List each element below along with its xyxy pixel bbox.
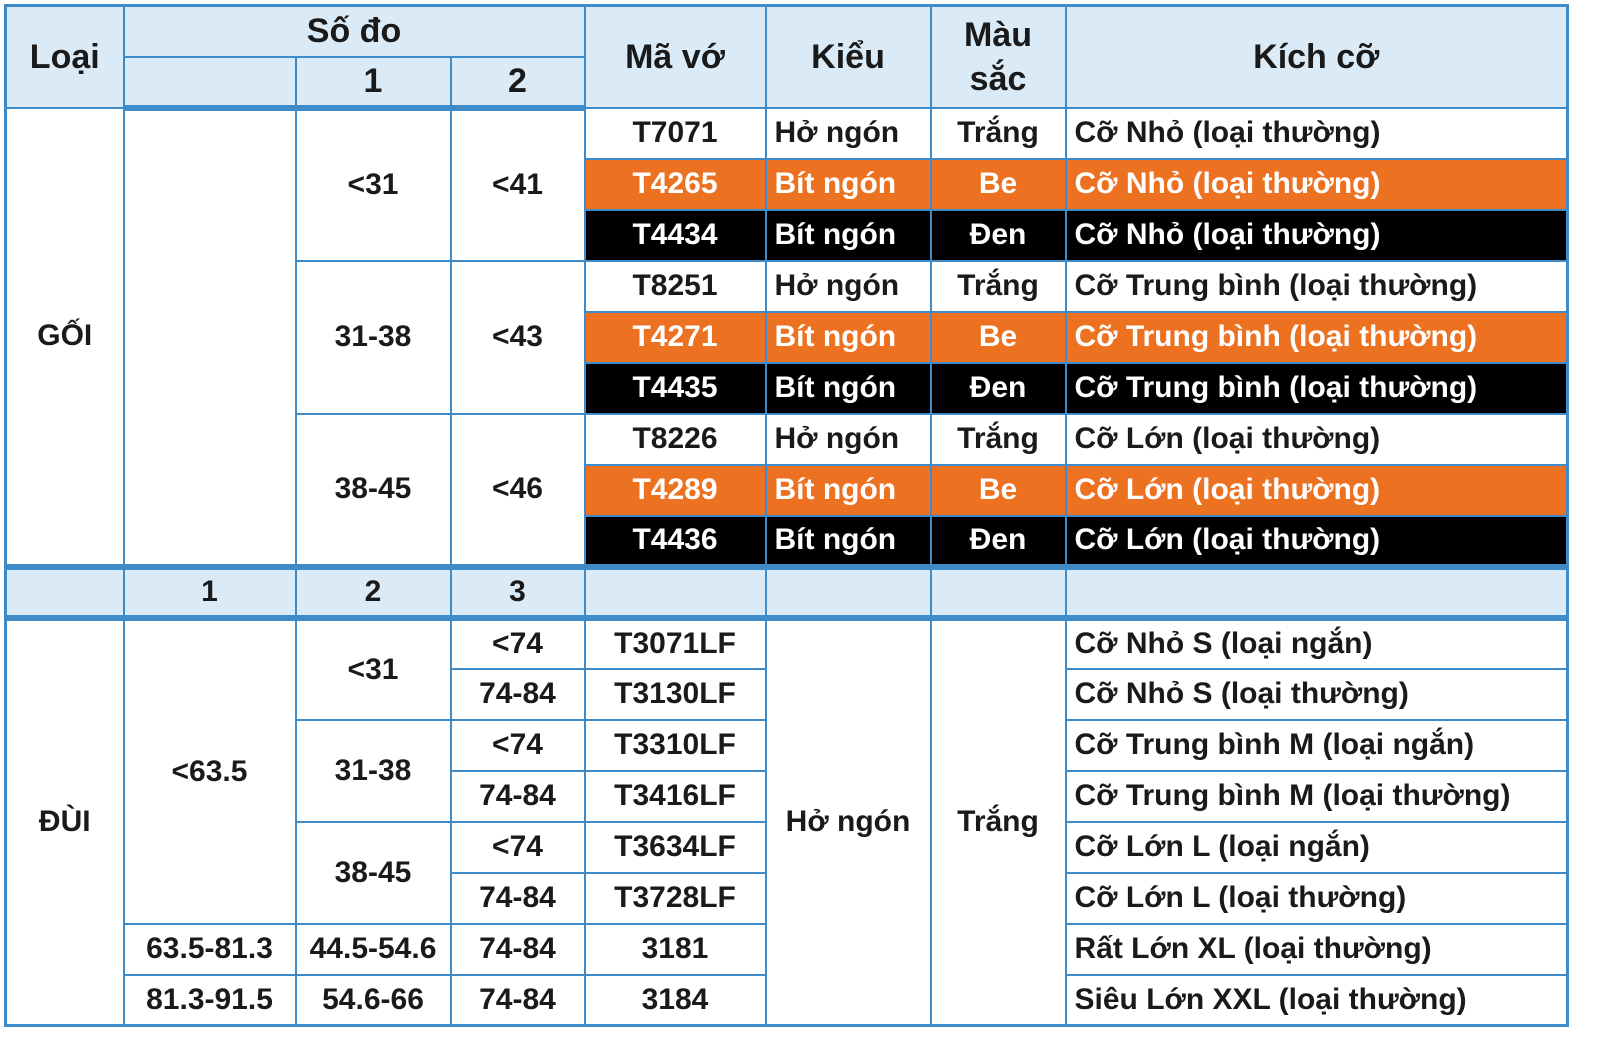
dui-m3: 74-84 bbox=[449, 667, 586, 721]
sock-size: Cỡ Lớn L (loại thường) bbox=[1064, 871, 1569, 925]
sock-size: Cỡ Lớn (loại thường) bbox=[1064, 412, 1569, 466]
header-kieu: Kiểu bbox=[764, 4, 932, 109]
sock-style: Hở ngón bbox=[764, 412, 932, 466]
sock-size: Cỡ Nhỏ (loại thường) bbox=[1064, 106, 1569, 160]
sock-size: Cỡ Trung bình (loại thường) bbox=[1064, 310, 1569, 364]
sock-code: T4289 bbox=[583, 463, 767, 517]
sock-code: T8226 bbox=[583, 412, 767, 466]
header-loai: Loại bbox=[4, 4, 125, 109]
sock-code: T4435 bbox=[583, 361, 767, 415]
sock-size: Cỡ Nhỏ S (loại thường) bbox=[1064, 667, 1569, 721]
sock-style: Hở ngón bbox=[764, 259, 932, 313]
goi-m1: 38-45 bbox=[294, 412, 452, 568]
dui-m3: 74-84 bbox=[449, 769, 586, 823]
sock-color: Be bbox=[929, 310, 1067, 364]
goi-m1: <31 bbox=[294, 106, 452, 262]
type-dui: ĐÙI bbox=[4, 616, 125, 1027]
header-so-do: Số đo bbox=[122, 4, 586, 58]
sock-code: T4436 bbox=[583, 514, 767, 568]
subheader-2: 2 bbox=[294, 563, 452, 621]
sock-code: T7071 bbox=[583, 106, 767, 160]
sock-color: Trắng bbox=[929, 106, 1067, 160]
dui-m2: <31 bbox=[294, 616, 452, 721]
sock-size: Siêu Lớn XXL (loại thường) bbox=[1064, 973, 1569, 1027]
subheader-1: 1 bbox=[122, 563, 297, 621]
subheader-blank bbox=[1064, 563, 1569, 621]
dui-m3: <74 bbox=[449, 718, 586, 772]
sock-size: Cỡ Lớn (loại thường) bbox=[1064, 463, 1569, 517]
goi-m2: <46 bbox=[449, 412, 586, 568]
subheader-blank bbox=[583, 563, 767, 621]
sock-code: T8251 bbox=[583, 259, 767, 313]
subheader-blank bbox=[929, 563, 1067, 621]
sock-color: Be bbox=[929, 157, 1067, 211]
dui-m1: 63.5-81.3 bbox=[122, 922, 297, 976]
sock-color: Đen bbox=[929, 361, 1067, 415]
sock-size-table: Loại Số đo Mã vớ Kiểu Màu sắc Kích cỡ 1 … bbox=[4, 4, 1569, 1027]
sock-size: Cỡ Trung bình M (loại thường) bbox=[1064, 769, 1569, 823]
sock-size: Cỡ Nhỏ S (loại ngắn) bbox=[1064, 616, 1569, 670]
sock-style: Hở ngón bbox=[764, 106, 932, 160]
dui-style: Hở ngón bbox=[764, 616, 932, 1027]
sock-size: Rất Lớn XL (loại thường) bbox=[1064, 922, 1569, 976]
goi-blank-cell bbox=[122, 106, 297, 568]
sock-size: Cỡ Lớn L (loại ngắn) bbox=[1064, 820, 1569, 874]
subheader-blank bbox=[4, 563, 125, 621]
header-mau-sac: Màu sắc bbox=[929, 4, 1067, 109]
sock-color: Đen bbox=[929, 208, 1067, 262]
goi-m2: <43 bbox=[449, 259, 586, 415]
dui-m2: 54.6-66 bbox=[294, 973, 452, 1027]
sock-style: Bít ngón bbox=[764, 208, 932, 262]
sock-size: Cỡ Trung bình (loại thường) bbox=[1064, 361, 1569, 415]
sock-code: T4271 bbox=[583, 310, 767, 364]
sock-style: Bít ngón bbox=[764, 361, 932, 415]
sock-style: Bít ngón bbox=[764, 157, 932, 211]
sock-color: Trắng bbox=[929, 259, 1067, 313]
sock-style: Bít ngón bbox=[764, 514, 932, 568]
header-so-do-2: 2 bbox=[449, 55, 586, 111]
sock-size: Cỡ Nhỏ (loại thường) bbox=[1064, 208, 1569, 262]
sock-size: Cỡ Trung bình M (loại ngắn) bbox=[1064, 718, 1569, 772]
sock-color: Đen bbox=[929, 514, 1067, 568]
dui-m3: 74-84 bbox=[449, 922, 586, 976]
dui-m3: 74-84 bbox=[449, 871, 586, 925]
sock-code: T4434 bbox=[583, 208, 767, 262]
dui-m3: 74-84 bbox=[449, 973, 586, 1027]
sock-code: T3310LF bbox=[583, 718, 767, 772]
dui-m2: 44.5-54.6 bbox=[294, 922, 452, 976]
header-blank bbox=[122, 55, 297, 111]
sock-size: Cỡ Nhỏ (loại thường) bbox=[1064, 157, 1569, 211]
sock-style: Bít ngón bbox=[764, 463, 932, 517]
sock-code: T4265 bbox=[583, 157, 767, 211]
sock-size: Cỡ Trung bình (loại thường) bbox=[1064, 259, 1569, 313]
sock-code: T3728LF bbox=[583, 871, 767, 925]
subheader-3: 3 bbox=[449, 563, 586, 621]
subheader-blank bbox=[764, 563, 932, 621]
dui-m3: <74 bbox=[449, 820, 586, 874]
sock-code: 3184 bbox=[583, 973, 767, 1027]
sock-color: Be bbox=[929, 463, 1067, 517]
sock-code: 3181 bbox=[583, 922, 767, 976]
sock-size: Cỡ Lớn (loại thường) bbox=[1064, 514, 1569, 568]
sock-code: T3130LF bbox=[583, 667, 767, 721]
header-kich-co: Kích cỡ bbox=[1064, 4, 1569, 109]
header-ma-vo: Mã vớ bbox=[583, 4, 767, 109]
sock-code: T3071LF bbox=[583, 616, 767, 670]
sock-code: T3634LF bbox=[583, 820, 767, 874]
header-so-do-1: 1 bbox=[294, 55, 452, 111]
sock-color: Trắng bbox=[929, 412, 1067, 466]
sock-style: Bít ngón bbox=[764, 310, 932, 364]
dui-color: Trắng bbox=[929, 616, 1067, 1027]
dui-m1: <63.5 bbox=[122, 616, 297, 925]
type-goi: GỐI bbox=[4, 106, 125, 568]
dui-m2: 38-45 bbox=[294, 820, 452, 925]
dui-m2: 31-38 bbox=[294, 718, 452, 823]
dui-m3: <74 bbox=[449, 616, 586, 670]
goi-m1: 31-38 bbox=[294, 259, 452, 415]
dui-m1: 81.3-91.5 bbox=[122, 973, 297, 1027]
sock-code: T3416LF bbox=[583, 769, 767, 823]
goi-m2: <41 bbox=[449, 106, 586, 262]
